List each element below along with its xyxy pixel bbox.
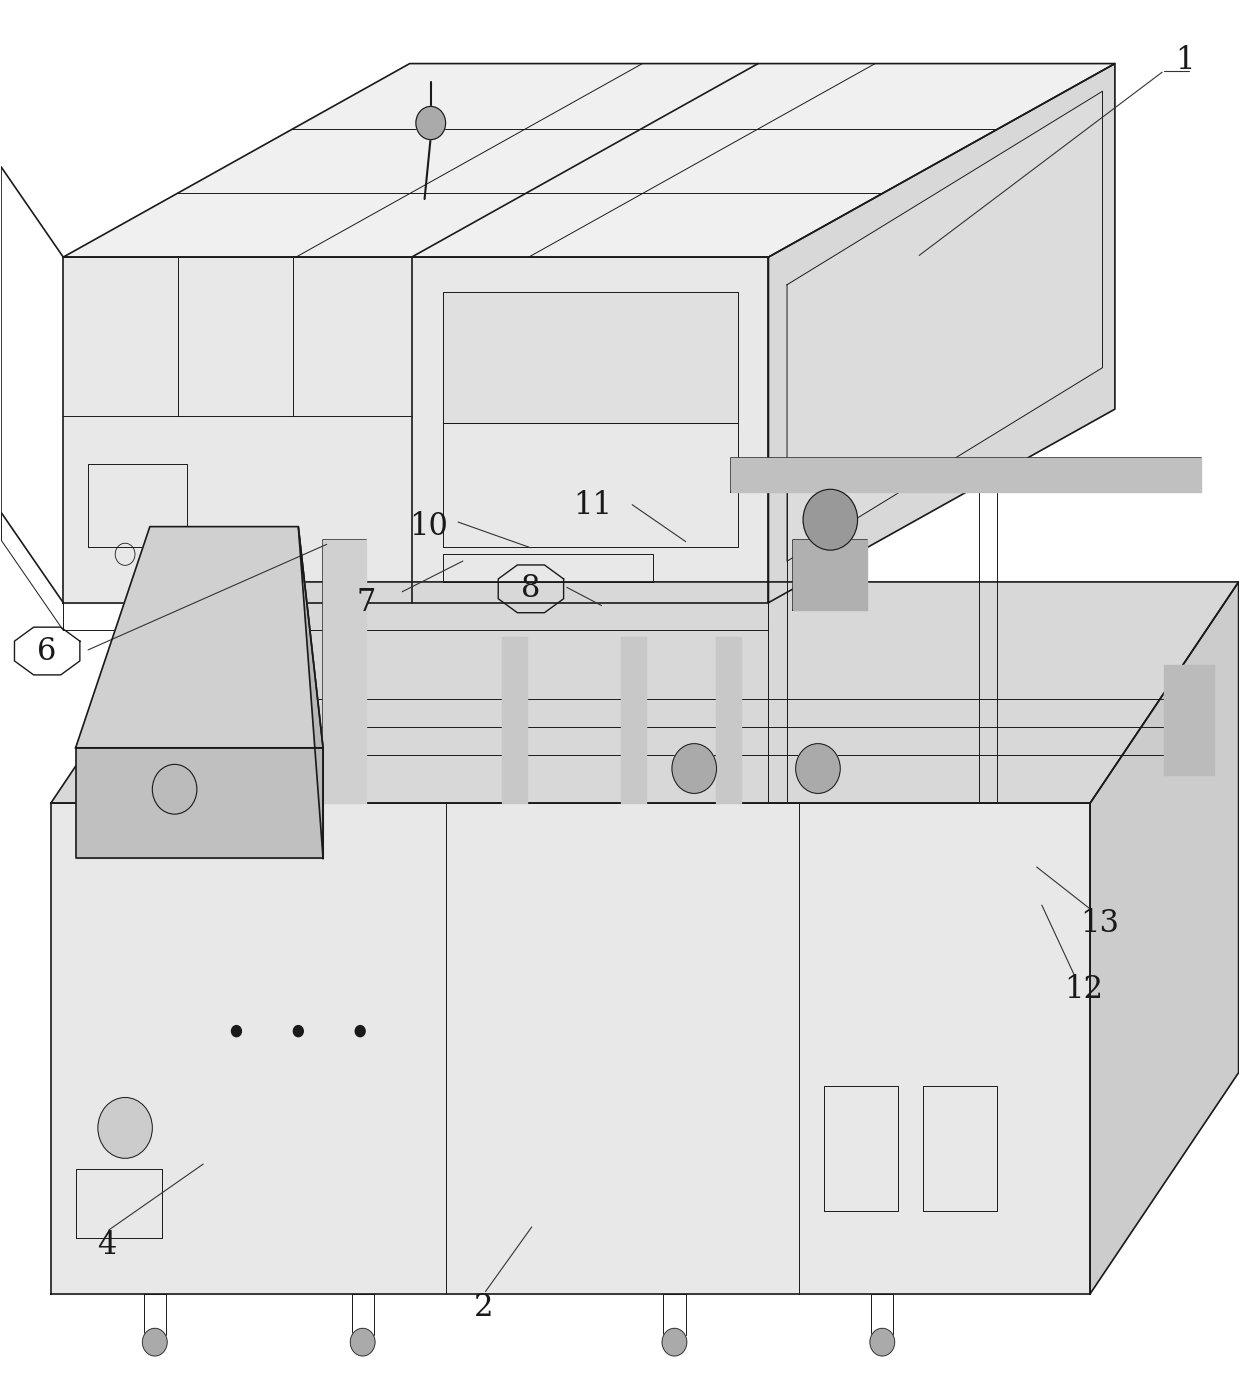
Polygon shape [715, 637, 740, 803]
Circle shape [355, 1026, 365, 1037]
Polygon shape [51, 803, 1090, 1294]
Polygon shape [51, 582, 1239, 803]
Text: 4: 4 [97, 1230, 117, 1260]
Circle shape [294, 1026, 304, 1037]
Polygon shape [76, 526, 324, 748]
Text: 6: 6 [37, 636, 57, 666]
Text: 8: 8 [521, 573, 541, 604]
Circle shape [870, 1328, 895, 1356]
Circle shape [232, 1026, 242, 1037]
Polygon shape [1090, 582, 1239, 1294]
Text: 10: 10 [409, 511, 448, 542]
Text: 13: 13 [1080, 907, 1120, 939]
Circle shape [98, 1097, 153, 1158]
Circle shape [153, 765, 197, 814]
Polygon shape [63, 258, 769, 602]
Polygon shape [732, 457, 1202, 492]
Polygon shape [769, 64, 1115, 602]
Polygon shape [63, 64, 1115, 258]
Circle shape [662, 1328, 687, 1356]
Circle shape [350, 1328, 374, 1356]
Circle shape [796, 744, 841, 794]
Text: 7: 7 [357, 587, 376, 618]
Polygon shape [502, 637, 527, 803]
Text: 11: 11 [573, 490, 613, 521]
Polygon shape [324, 540, 366, 803]
Polygon shape [621, 637, 646, 803]
Circle shape [804, 489, 858, 550]
Polygon shape [76, 748, 324, 859]
Polygon shape [794, 540, 868, 609]
Polygon shape [1164, 665, 1214, 776]
Circle shape [143, 1328, 167, 1356]
Polygon shape [787, 91, 1102, 561]
Text: 12: 12 [1064, 974, 1104, 1006]
Circle shape [672, 744, 717, 794]
Polygon shape [299, 526, 324, 859]
Polygon shape [443, 292, 738, 422]
Text: 1: 1 [1176, 46, 1195, 76]
Text: 2: 2 [474, 1292, 494, 1323]
Circle shape [415, 107, 445, 140]
